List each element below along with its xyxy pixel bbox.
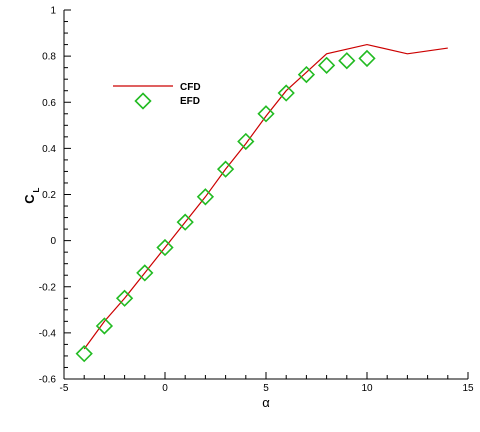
data-point-efd xyxy=(317,56,336,74)
plot-area xyxy=(75,43,448,363)
data-point-efd xyxy=(136,264,154,282)
y-axis-title: C L xyxy=(22,187,41,203)
y-tick-label: -0.2 xyxy=(39,282,57,293)
legend-cfd-label: CFD xyxy=(180,82,201,93)
x-tick-label: 5 xyxy=(263,383,269,394)
data-point-efd xyxy=(237,132,255,151)
y-tick-label: 0.4 xyxy=(42,144,56,155)
data-point-efd xyxy=(176,213,194,231)
y-axis-title-subscript: L xyxy=(32,187,41,192)
data-point-efd xyxy=(338,52,356,70)
data-point-efd xyxy=(216,160,235,178)
y-tick-label: 0.6 xyxy=(42,98,56,109)
data-point-efd xyxy=(95,317,114,335)
axes: -5 0 5 10 15 -0.6 -0.4 -0.2 0 0.2 0.4 0.6 0.8 1 xyxy=(39,6,474,395)
data-point-efd xyxy=(358,49,376,68)
x-tick-label: -5 xyxy=(60,383,69,394)
y-tick-label: -0.6 xyxy=(39,375,57,386)
x-tick-label: 15 xyxy=(462,383,474,394)
data-point-efd xyxy=(277,84,295,102)
x-axis-title: α xyxy=(262,395,270,410)
y-tick-label: 0.2 xyxy=(42,190,56,201)
series-line-cfd xyxy=(83,43,448,350)
legend-efd-label: EFD xyxy=(180,96,200,107)
y-axis-title-main: C xyxy=(22,194,37,204)
data-point-efd xyxy=(297,65,316,84)
data-point-efd xyxy=(196,188,215,206)
x-tick-label: 0 xyxy=(162,383,168,394)
data-point-efd xyxy=(257,105,275,123)
data-point-efd xyxy=(156,238,174,257)
y-tick-label: -0.4 xyxy=(39,328,57,339)
legend-efd-swatch xyxy=(134,92,152,110)
data-point-efd xyxy=(115,289,134,307)
y-tick-label: 1 xyxy=(50,6,56,17)
legend: CFD EFD xyxy=(113,82,201,110)
data-point-efd xyxy=(75,344,93,363)
y-tick-label: 0.8 xyxy=(42,52,56,63)
x-tick-label: 10 xyxy=(361,383,373,394)
y-tick-label: 0 xyxy=(50,236,56,247)
